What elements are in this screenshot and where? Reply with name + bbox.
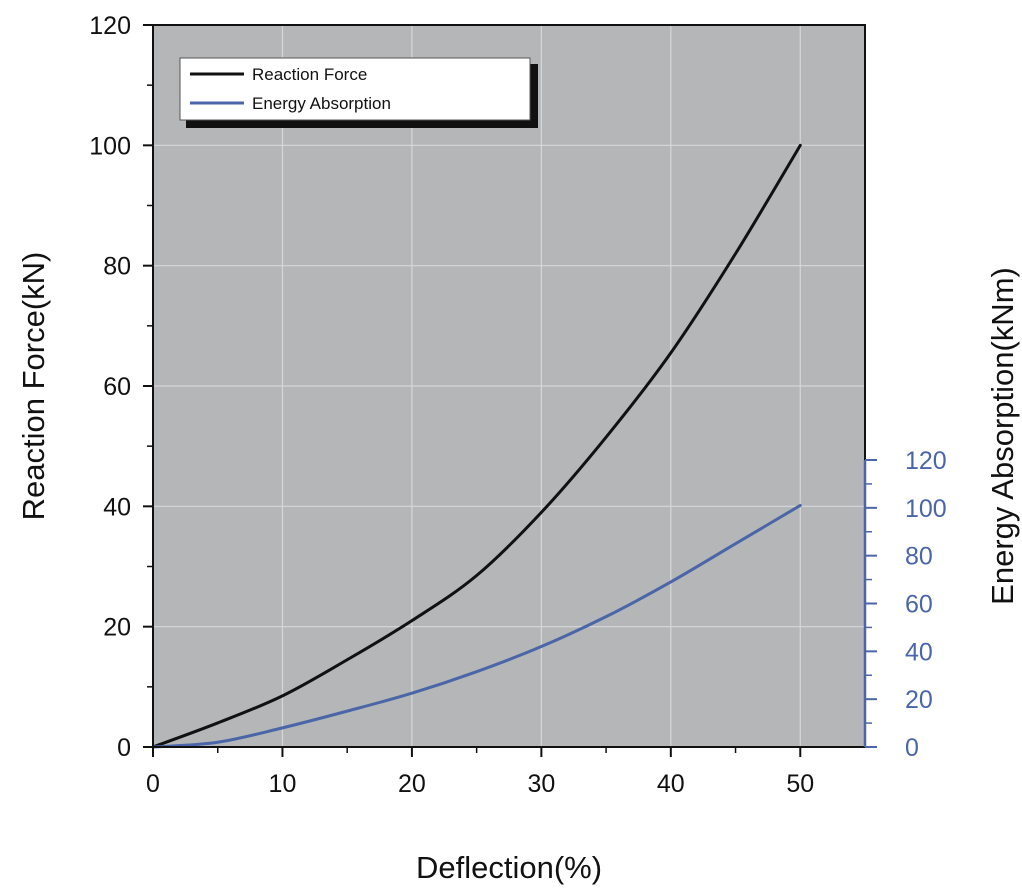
y-left-tick-label-0: 0 [117, 734, 131, 762]
legend: Reaction Force Energy Absorption [179, 57, 538, 128]
y-right-tick-label-0: 0 [905, 734, 919, 762]
x-tick-label-1: 10 [269, 770, 297, 798]
axes: 0 10 20 30 40 50 0 20 40 60 80 100 120 0 20 40 60 80 100 12… [89, 12, 946, 798]
x-tick-label-3: 30 [527, 770, 555, 798]
y-right-tick-label-6: 120 [905, 447, 947, 475]
y-left-tick-label-5: 100 [89, 132, 131, 160]
x-tick-label-0: 0 [146, 770, 160, 798]
series-line-reaction-force [151, 143, 802, 749]
y-left-tick-label-2: 40 [103, 493, 131, 521]
y-right-tick-label-4: 80 [905, 543, 933, 571]
y-left-tick-label-3: 60 [103, 373, 131, 401]
legend-label-reaction-force: Reaction Force [252, 65, 367, 84]
x-axis-title: Deflection(%) [416, 850, 602, 885]
y-left-tick-label-6: 120 [89, 12, 131, 40]
y-axis-right-title: Energy Absorption(kNm) [985, 267, 1020, 605]
y-axis-left-title: Reaction Force(kN) [16, 252, 51, 521]
y-right-tick-label-1: 20 [905, 686, 933, 714]
y-right-tick-label-2: 40 [905, 638, 933, 666]
series-line-energy-absorption [151, 503, 802, 749]
series-layer [151, 143, 802, 749]
x-tick-label-5: 50 [786, 770, 814, 798]
legend-box [179, 57, 531, 121]
x-tick-label-4: 40 [657, 770, 685, 798]
y-left-tick-label-4: 80 [103, 253, 131, 281]
y-right-tick-label-5: 100 [905, 495, 947, 523]
y-right-tick-label-3: 60 [905, 591, 933, 619]
grid [153, 25, 865, 747]
y-left-tick-label-1: 20 [103, 614, 131, 642]
legend-label-energy-absorption: Energy Absorption [252, 94, 391, 113]
x-tick-label-2: 20 [398, 770, 426, 798]
